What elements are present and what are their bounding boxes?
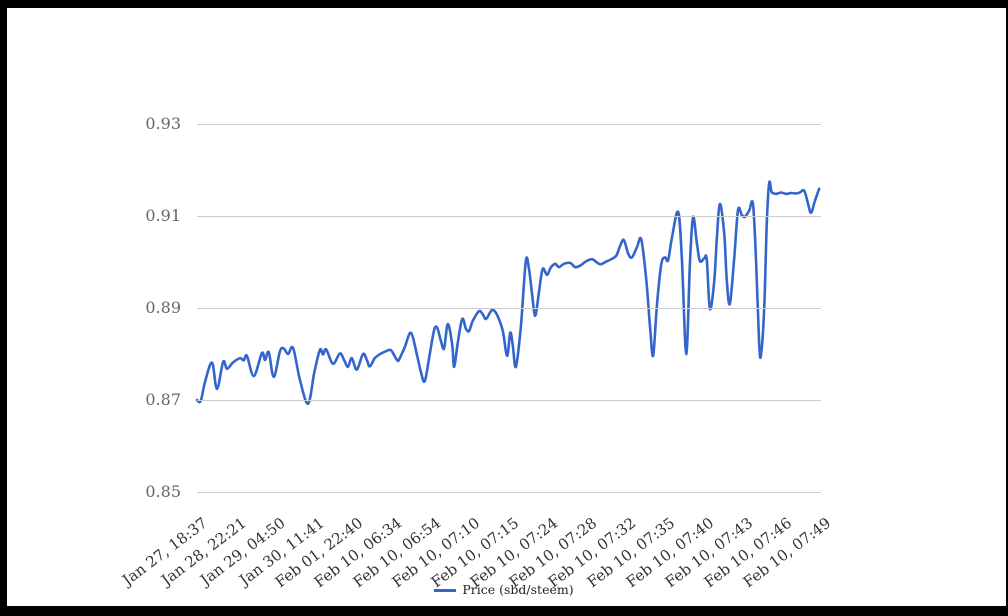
y-axis-tick-label: 0.91 (145, 206, 181, 225)
y-gridline (197, 400, 821, 401)
screenshot-border-left (0, 0, 7, 616)
price-line-plot (195, 180, 821, 406)
y-gridline (197, 216, 821, 217)
y-axis-tick-label: 0.93 (145, 114, 181, 133)
y-axis-tick-label: 0.89 (145, 298, 181, 317)
y-axis-tick-label: 0.85 (145, 482, 181, 501)
y-gridline (197, 492, 821, 493)
screenshot-border-right (1006, 0, 1008, 616)
y-axis-tick-label: 0.87 (145, 390, 181, 409)
price-series-line (195, 180, 821, 406)
chart-legend: Price (sbd/steem) (0, 582, 1008, 598)
screenshot-border-bottom (0, 606, 1008, 616)
legend-line-swatch (434, 588, 457, 592)
y-gridline (197, 308, 821, 309)
screenshot-border-top (0, 0, 1008, 8)
legend-series-label: Price (sbd/steem) (462, 582, 574, 597)
y-gridline (197, 124, 821, 125)
